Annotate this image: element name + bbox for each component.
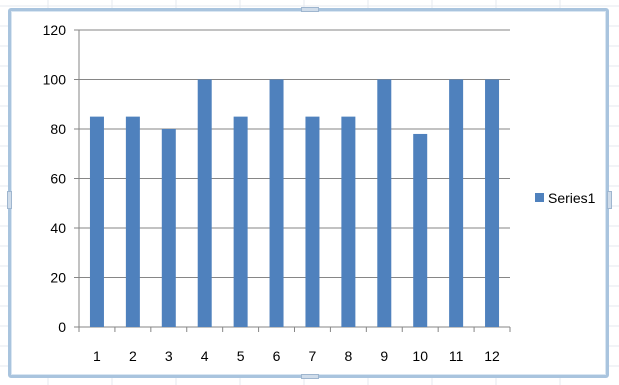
legend-label: Series1 <box>548 190 596 206</box>
x-tick-label: 4 <box>201 348 209 364</box>
x-tick-label: 1 <box>93 348 101 364</box>
bar[interactable] <box>197 79 212 328</box>
y-tick-label: 0 <box>58 319 66 335</box>
x-tick-labels: 1 2 3 4 5 6 7 8 9 10 11 12 <box>93 348 500 364</box>
legend-swatch <box>535 193 544 202</box>
bar[interactable] <box>233 116 248 327</box>
x-tick-label: 5 <box>237 348 245 364</box>
bar[interactable] <box>377 79 392 328</box>
bar[interactable] <box>89 116 104 327</box>
bar[interactable] <box>269 79 284 328</box>
resize-handle-bottom[interactable] <box>301 374 319 379</box>
x-tick-label: 12 <box>484 348 500 364</box>
bar[interactable] <box>161 129 176 327</box>
bar[interactable] <box>305 116 320 327</box>
legend[interactable]: Series1 <box>535 190 596 206</box>
x-tick-label: 2 <box>129 348 137 364</box>
resize-handle-top[interactable] <box>301 7 319 12</box>
bar[interactable] <box>125 116 140 327</box>
y-tick-label: 100 <box>43 72 67 88</box>
y-tick-label: 80 <box>50 121 66 137</box>
y-tick-label: 120 <box>43 22 67 38</box>
x-tick-label: 7 <box>309 348 317 364</box>
gridlines <box>79 29 510 328</box>
y-tick-label: 40 <box>50 220 66 236</box>
y-tick-label: 60 <box>50 171 66 187</box>
x-tick-label: 9 <box>380 348 388 364</box>
x-tick-label: 3 <box>165 348 173 364</box>
x-tick-label: 10 <box>412 348 428 364</box>
y-tick-label: 20 <box>50 270 66 286</box>
bars <box>89 79 500 328</box>
bar[interactable] <box>449 79 464 328</box>
resize-handle-right[interactable] <box>607 191 612 209</box>
x-tick-label: 11 <box>449 348 464 364</box>
x-tick-label: 8 <box>344 348 352 364</box>
bar[interactable] <box>413 133 428 327</box>
y-tick-labels: 0 20 40 60 80 100 120 <box>43 22 67 335</box>
axes <box>74 29 511 332</box>
x-tick-label: 6 <box>273 348 281 364</box>
bar[interactable] <box>341 116 356 327</box>
resize-handle-left[interactable] <box>7 191 12 209</box>
bar[interactable] <box>485 79 500 328</box>
